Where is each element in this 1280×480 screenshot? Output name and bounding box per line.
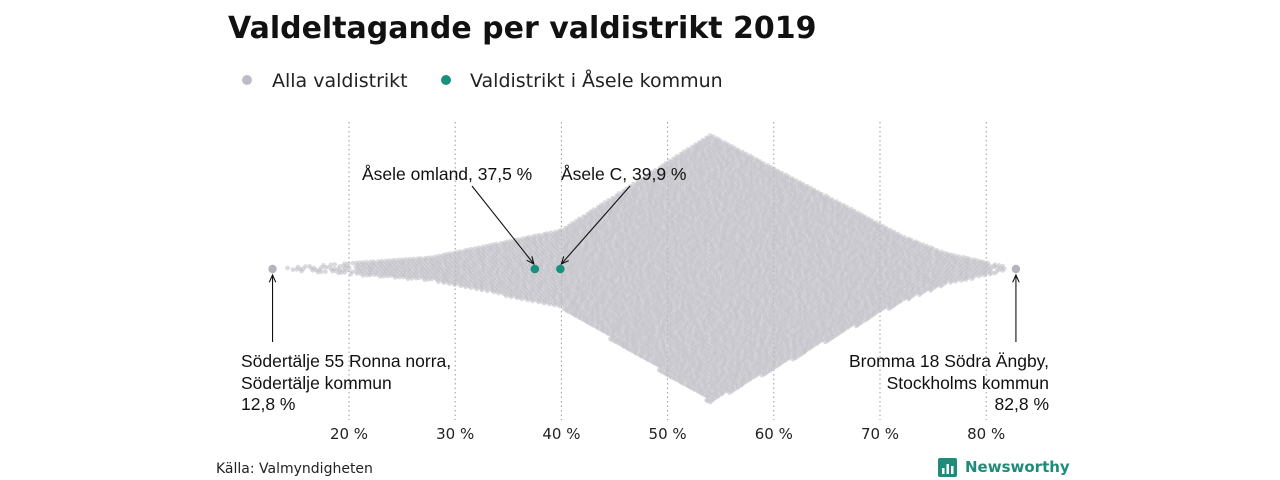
district-point [337, 264, 343, 269]
district-point [319, 269, 324, 275]
chart-title: Valdeltagande per valdistrikt 2019 [228, 11, 817, 46]
legend-label-asele: Valdistrikt i Åsele kommun [470, 69, 723, 92]
legend-marker-all [242, 75, 252, 85]
district-point [349, 269, 355, 275]
district-point [290, 267, 296, 272]
district-point [347, 265, 352, 271]
district-point [303, 264, 308, 269]
legend-marker-asele [441, 75, 451, 85]
district-point [350, 261, 356, 266]
district-point [328, 262, 334, 268]
district-point [323, 269, 328, 274]
legend-label-all: Alla valdistrikt [272, 70, 408, 92]
legend: Alla valdistrikt Valdistrikt i Åsele kom… [242, 69, 723, 92]
district-point [332, 262, 338, 267]
data-points [268, 133, 1021, 405]
district-point [285, 265, 290, 271]
district-point [346, 261, 351, 266]
